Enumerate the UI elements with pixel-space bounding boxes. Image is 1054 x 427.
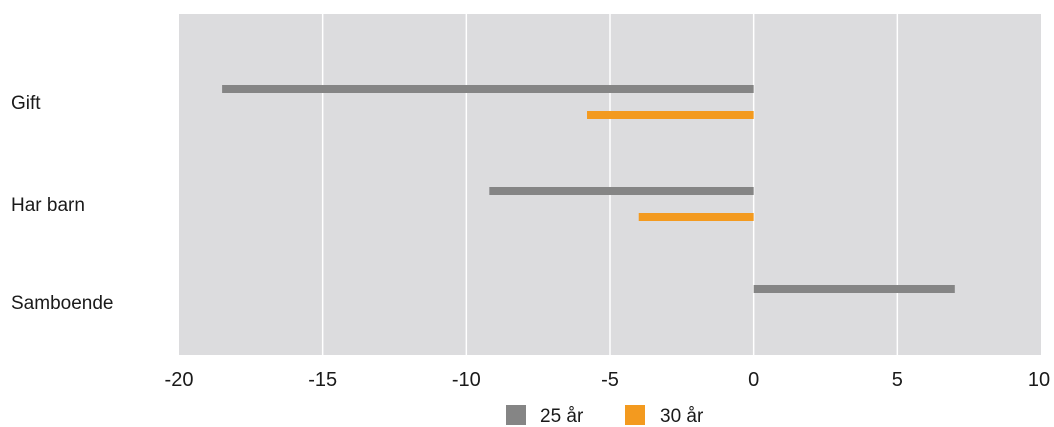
bar-gift-30-r — [587, 111, 754, 119]
category-label-gift: Gift — [11, 93, 41, 114]
legend: 25 år 30 år — [506, 405, 704, 427]
x-axis-tick-labels: -20 -15 -10 -5 0 5 10 — [165, 369, 1051, 391]
legend-swatch-30-r — [625, 405, 645, 425]
bar-samboende-25-r — [753, 285, 955, 293]
bar-gift-25-r — [222, 85, 754, 93]
legend-swatch-25-r — [506, 405, 526, 425]
x-tick-label-0: 0 — [748, 369, 759, 391]
bar-har-barn-25-r — [489, 187, 754, 195]
legend-label-25-r: 25 år — [540, 406, 584, 427]
bars — [222, 85, 955, 293]
category-label-samboende: Samboende — [11, 293, 113, 314]
x-tick-label-20: -20 — [165, 369, 194, 391]
category-labels: Gift Har barn Samboende — [11, 93, 113, 314]
grid-lines — [321, 14, 899, 355]
category-label-har-barn: Har barn — [11, 195, 85, 216]
legend-label-30-r: 30 år — [660, 406, 704, 427]
x-tick-label-10: -10 — [452, 369, 481, 391]
bar-har-barn-30-r — [638, 213, 754, 221]
x-tick-label-15: -15 — [308, 369, 337, 391]
x-tick-label-5: 5 — [892, 369, 903, 391]
x-tick-label-10: 10 — [1028, 369, 1050, 391]
x-tick-label-5: -5 — [601, 369, 619, 391]
